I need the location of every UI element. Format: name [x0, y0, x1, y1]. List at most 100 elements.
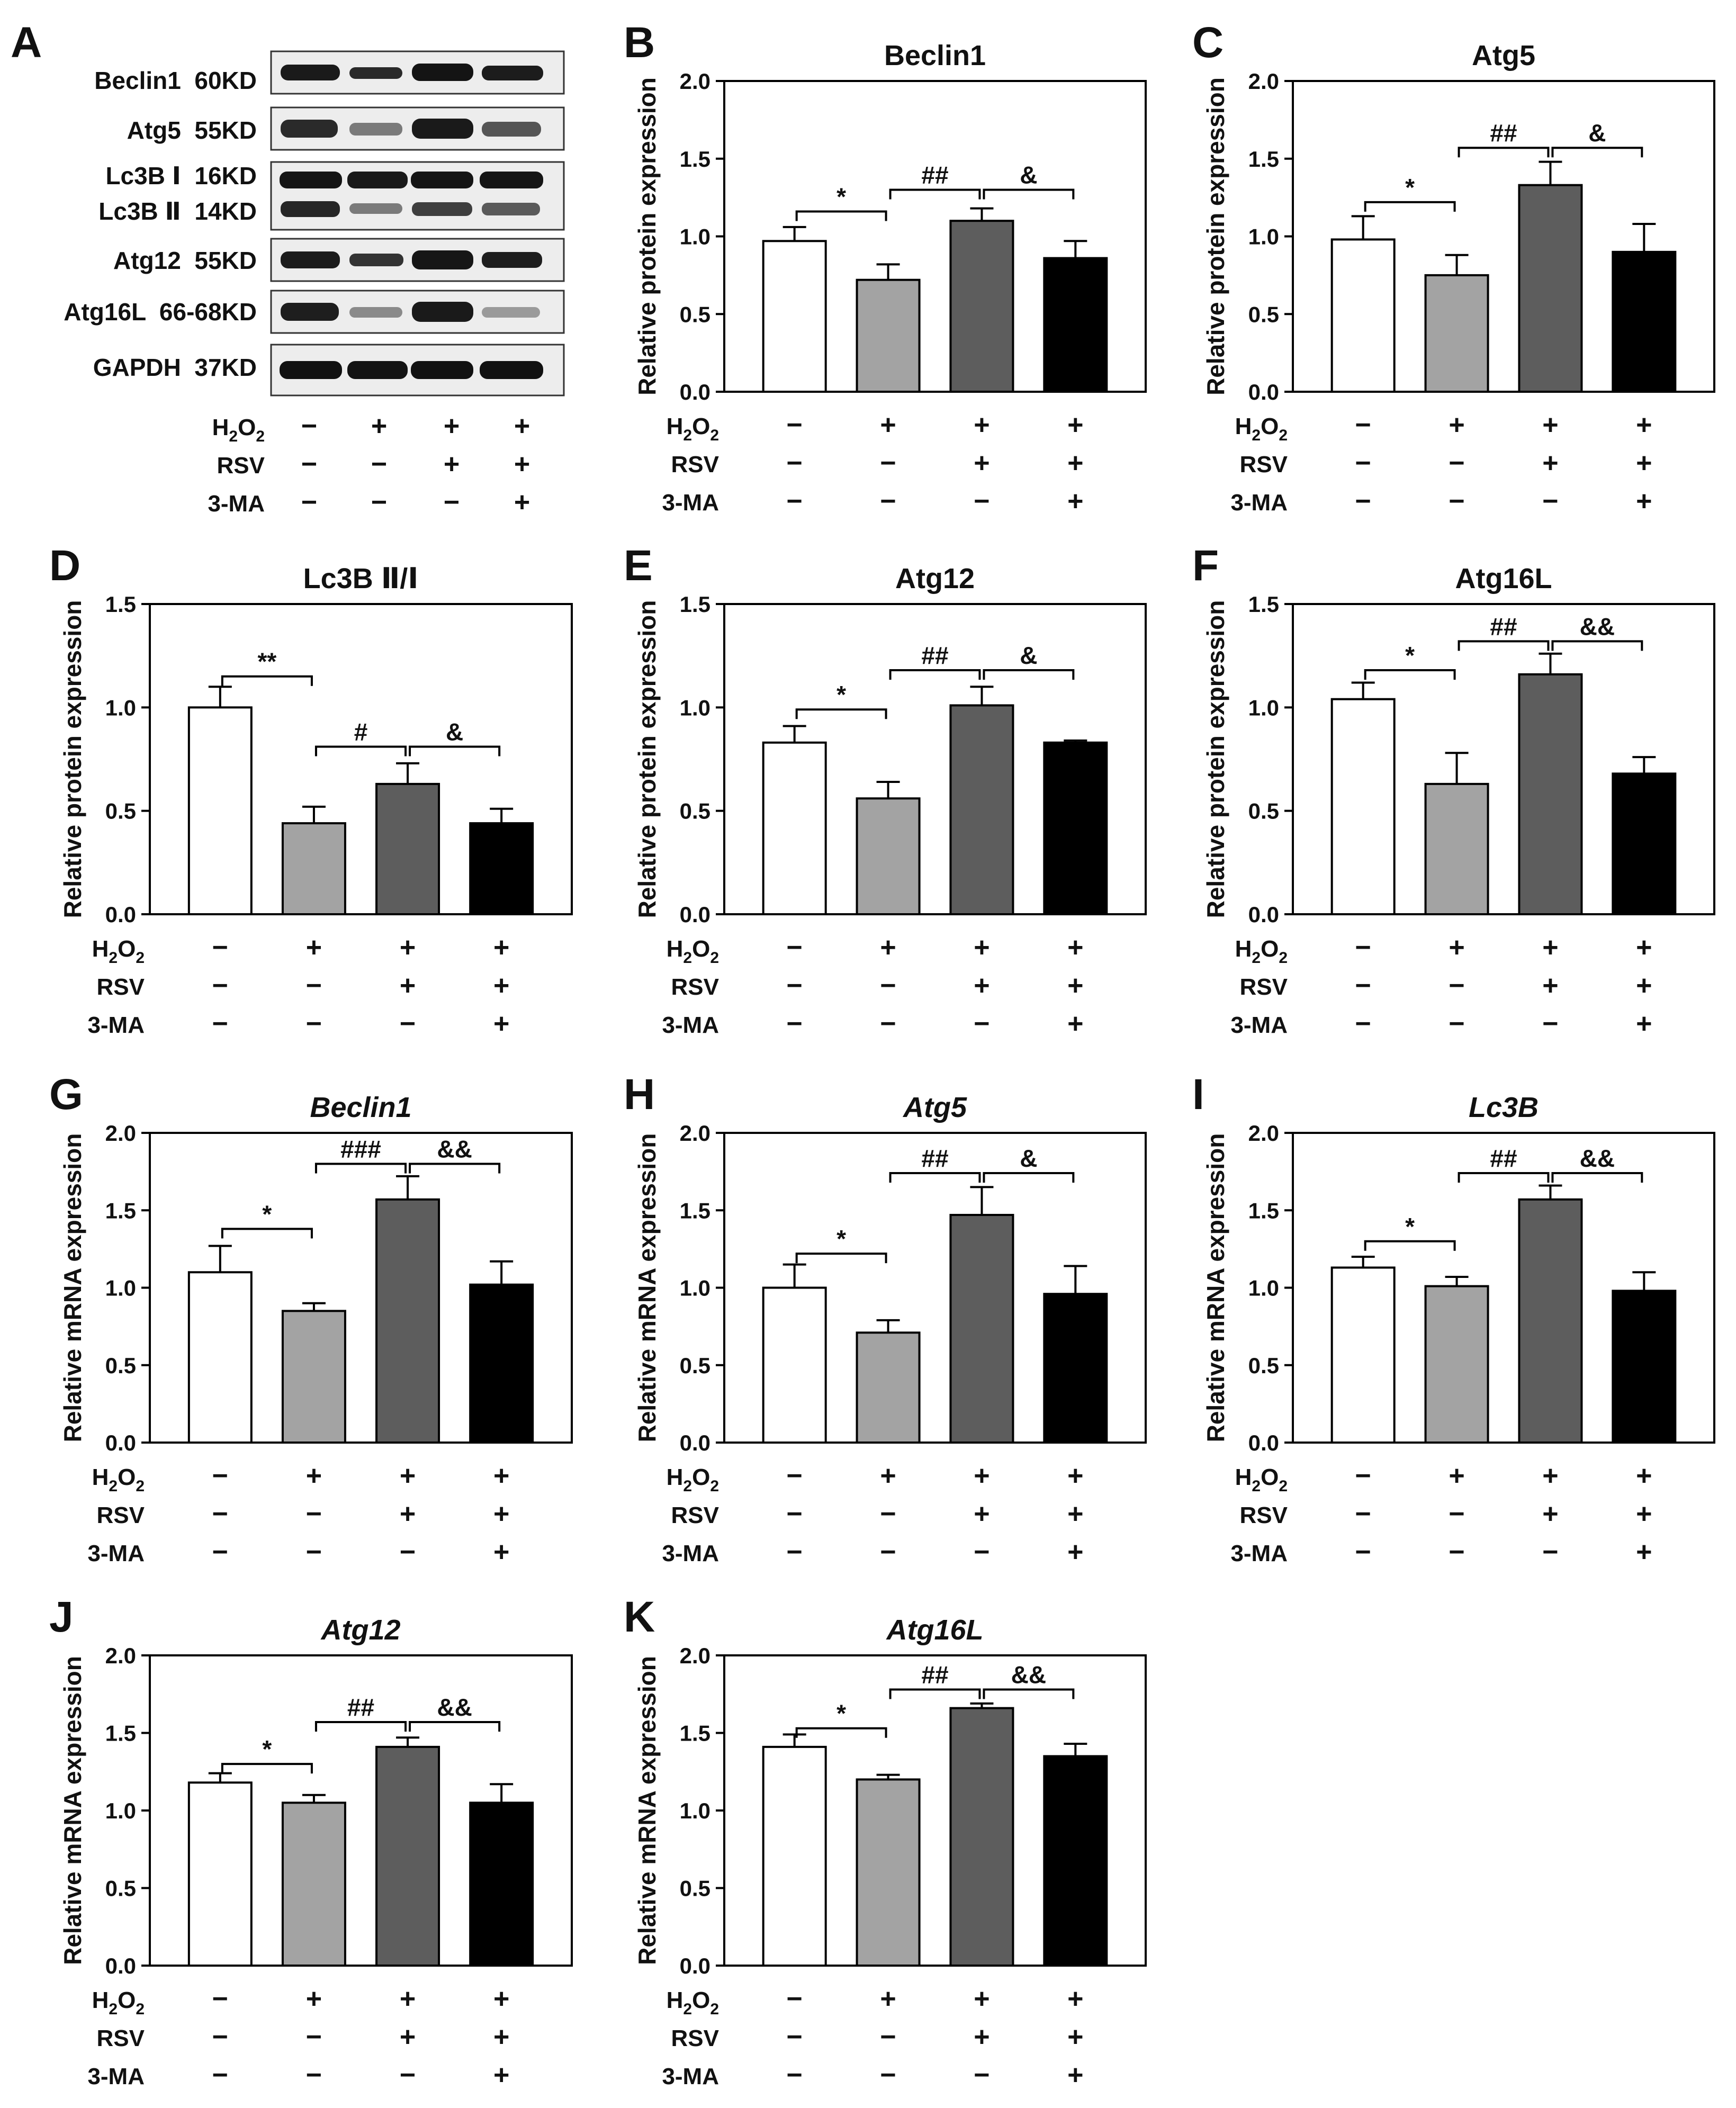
treatment-sign: −: [974, 486, 990, 517]
treatment-label-h2o2: H2O2: [92, 1464, 145, 1495]
treatment-label-h2o2: H2O2: [212, 415, 265, 445]
blot-membrane-atg16l: [270, 290, 565, 334]
significance-label: ##: [921, 1145, 948, 1172]
chart-title: Atg16L: [885, 1614, 983, 1646]
panel-letter-d: D: [49, 542, 80, 590]
chart-title: Atg12: [895, 563, 975, 594]
treatment-sign: +: [306, 1984, 322, 2014]
treatment-sign: +: [1067, 2022, 1083, 2052]
treatment-label-3-ma: 3-MA: [1230, 1012, 1288, 1038]
bar-2: [856, 1778, 921, 1967]
treatment-sign: +: [974, 932, 990, 963]
y-tick-label: 2.0: [680, 1121, 710, 1146]
blot-membrane-beclin1: [270, 50, 565, 95]
chart-title: Lc3B: [1469, 1092, 1539, 1123]
plot-frame: [149, 1132, 573, 1444]
y-tick-label: 0.0: [1248, 380, 1279, 404]
significance-bracket: [795, 210, 887, 221]
panel-letter-A: A: [11, 19, 42, 67]
y-tick-label: 1.5: [105, 592, 136, 617]
bar-3: [375, 782, 440, 915]
treatment-sign: −: [1355, 932, 1371, 963]
y-axis-label: Relative mRNA expression: [59, 1656, 86, 1965]
treatment-sign: −: [786, 486, 802, 517]
bar-1: [187, 1271, 253, 1444]
blot-membrane-lc3b: [270, 161, 565, 231]
treatment-sign: −: [880, 486, 896, 517]
treatment-sign: +: [493, 970, 509, 1001]
bar-3: [949, 704, 1014, 915]
treatment-sign: +: [1542, 1461, 1558, 1491]
bar-4: [1043, 741, 1108, 916]
significance-label: *: [836, 1225, 846, 1253]
y-tick-label: 1.5: [105, 1721, 136, 1746]
bar-1: [762, 240, 827, 393]
significance-bracket: [1364, 201, 1456, 212]
treatment-sign: +: [1636, 1537, 1652, 1568]
treatment-sign: −: [1542, 1537, 1558, 1568]
treatment-sign: −: [306, 1008, 322, 1039]
y-axis-label: Relative mRNA expression: [59, 1133, 86, 1443]
treatment-sign: +: [880, 1984, 896, 2014]
treatment-sign: −: [880, 1499, 896, 1529]
treatment-sign: −: [1542, 486, 1558, 517]
significance-label: *: [1405, 642, 1415, 669]
treatment-sign: −: [1355, 1537, 1371, 1568]
treatment-sign: −: [1542, 1008, 1558, 1039]
significance-bracket: [314, 1720, 407, 1732]
y-tick-label: 1.0: [1248, 224, 1279, 249]
treatment-sign: −: [1355, 970, 1371, 1001]
panel-letter-c: C: [1192, 19, 1224, 67]
chart-title: Lc3B Ⅱ/Ⅰ: [303, 563, 419, 594]
y-tick-label: 1.5: [680, 1721, 710, 1746]
significance-bracket: [983, 1172, 1075, 1183]
treatment-label-h2o2: H2O2: [667, 1987, 719, 2018]
blot-label-lc3b-1: Lc3B Ⅰ 16KD: [105, 162, 257, 190]
y-axis-label: Relative protein expression: [59, 600, 86, 918]
y-tick-label: 1.0: [105, 695, 136, 720]
treatment-sign: −: [786, 448, 802, 479]
treatment-sign: +: [974, 410, 990, 440]
y-tick-label: 0.5: [105, 1876, 136, 1901]
treatment-sign: +: [306, 1461, 322, 1491]
y-tick-label: 0.5: [680, 1876, 710, 1901]
plot-frame: [723, 603, 1147, 915]
treatment-sign: −: [212, 1984, 228, 2014]
bar-3: [375, 1198, 440, 1444]
y-tick-label: 2.0: [105, 1121, 136, 1146]
bar-3: [1518, 184, 1583, 393]
chart-title: Atg5: [902, 1092, 967, 1123]
y-axis-label: Relative mRNA expression: [1202, 1133, 1229, 1443]
blot-label-gapdh: GAPDH 37KD: [93, 354, 257, 381]
significance-label: #: [354, 718, 368, 746]
y-tick-label: 1.0: [1248, 1276, 1279, 1301]
treatment-label-rsv: RSV: [97, 974, 145, 1000]
treatment-sign: +: [880, 410, 896, 440]
y-tick-label: 1.5: [105, 1198, 136, 1223]
y-tick-label: 1.0: [1248, 695, 1279, 720]
treatment-sign: +: [1067, 970, 1083, 1001]
treatment-label-rsv: RSV: [97, 2025, 145, 2051]
bar-3: [1518, 673, 1583, 915]
bar-1: [762, 741, 827, 916]
treatment-sign: +: [493, 1537, 509, 1568]
y-tick-label: 2.0: [105, 1643, 136, 1668]
treatment-sign: +: [444, 411, 460, 442]
treatment-sign: −: [786, 1499, 802, 1529]
treatment-sign: +: [493, 1499, 509, 1529]
treatment-label-3-ma: 3-MA: [1230, 490, 1288, 516]
treatment-label-rsv: RSV: [671, 452, 719, 478]
y-tick-label: 0.0: [680, 1430, 710, 1455]
significance-bracket: [221, 675, 313, 686]
significance-label: *: [262, 1735, 272, 1763]
treatment-label-rsv: RSV: [671, 2025, 719, 2051]
y-tick-label: 2.0: [680, 69, 710, 94]
bar-2: [281, 822, 346, 916]
significance-bracket: [1364, 669, 1456, 680]
significance-bracket: [409, 1720, 501, 1732]
treatment-sign: −: [212, 2060, 228, 2091]
significance-bracket: [409, 745, 501, 756]
y-axis-label: Relative protein expression: [633, 600, 661, 918]
y-tick-label: 0.5: [1248, 799, 1279, 824]
